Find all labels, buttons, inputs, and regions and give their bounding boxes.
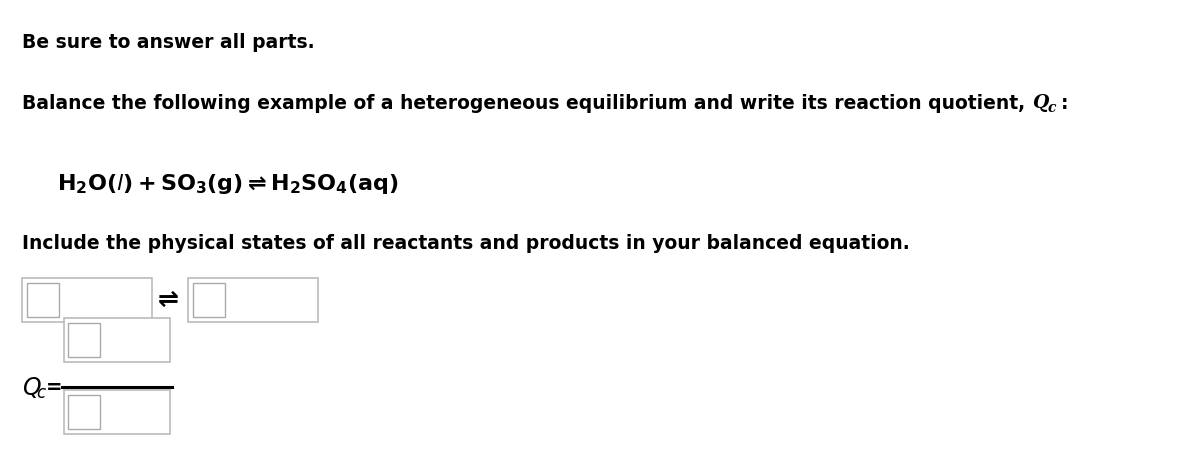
Text: Be sure to answer all parts.: Be sure to answer all parts.: [22, 33, 314, 52]
Bar: [68, 323, 100, 357]
Text: =: =: [46, 378, 62, 396]
Text: $\mathit{Q}$: $\mathit{Q}$: [22, 375, 42, 399]
Bar: [68, 395, 100, 429]
Bar: [22, 278, 152, 322]
Text: $\mathbf{H_2O(\mathit{l}) + SO_3(g) \rightleftharpoons H_2SO_4(aq)}$: $\mathbf{H_2O(\mathit{l}) + SO_3(g) \rig…: [58, 172, 398, 196]
Bar: [64, 318, 170, 362]
Bar: [188, 278, 318, 322]
Text: c: c: [1048, 101, 1056, 115]
Text: $\mathit{c}$: $\mathit{c}$: [36, 385, 47, 402]
Text: Balance the following example of a heterogeneous equilibrium and write its react: Balance the following example of a heter…: [22, 94, 1032, 113]
Bar: [28, 283, 59, 317]
Text: Include the physical states of all reactants and products in your balanced equat: Include the physical states of all react…: [22, 234, 910, 253]
Bar: [193, 283, 226, 317]
Text: ⇌: ⇌: [158, 288, 179, 312]
Text: :: :: [1061, 94, 1068, 113]
Bar: [64, 390, 170, 434]
Text: Q: Q: [1032, 94, 1048, 112]
